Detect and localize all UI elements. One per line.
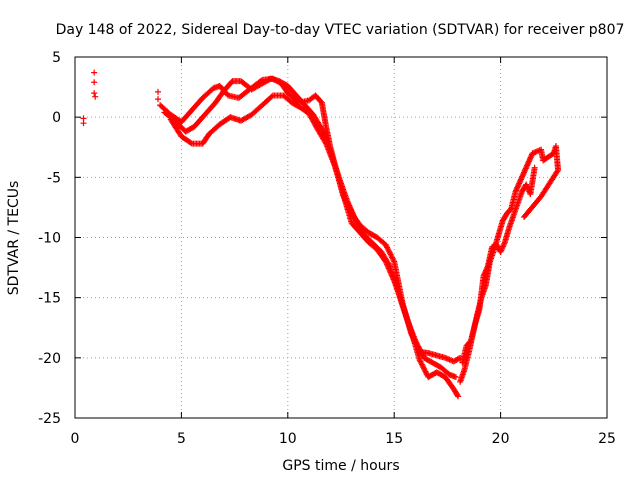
data-point <box>389 275 396 282</box>
grid-lines <box>75 57 607 418</box>
x-tick-label: 15 <box>385 431 403 447</box>
data-point <box>154 88 161 95</box>
y-axis-label: SDTVAR / TECUs <box>6 181 22 296</box>
data-point <box>531 164 538 171</box>
data-point <box>513 186 520 193</box>
data-point <box>455 393 462 400</box>
data-point <box>452 374 459 381</box>
data-point <box>527 154 534 161</box>
data-point <box>512 188 519 195</box>
data-point <box>515 181 522 188</box>
y-tick-label: -20 <box>38 351 61 367</box>
data-point <box>480 273 487 280</box>
data-point <box>500 243 507 250</box>
axis-ticks <box>74 56 608 419</box>
data-point <box>390 276 397 283</box>
data-point <box>385 264 392 271</box>
data-point <box>517 176 524 183</box>
x-tick-label: 0 <box>71 431 80 447</box>
data-point <box>483 266 490 273</box>
data-point <box>352 216 359 223</box>
data-point <box>382 258 389 265</box>
data-point <box>516 179 523 186</box>
data-point <box>519 173 526 180</box>
data-point <box>521 214 528 221</box>
data-points <box>80 69 562 400</box>
y-tick-label: -5 <box>47 170 61 186</box>
data-point <box>521 168 528 175</box>
data-point <box>525 159 532 166</box>
data-point <box>386 266 393 273</box>
data-point <box>518 175 525 182</box>
data-point <box>388 270 395 277</box>
y-tick-label: -15 <box>38 291 61 307</box>
data-point <box>482 268 489 275</box>
data-point <box>268 93 275 100</box>
data-point <box>385 265 392 272</box>
data-point <box>154 96 161 103</box>
data-point <box>521 169 528 176</box>
data-point <box>525 158 532 165</box>
data-point <box>91 90 98 97</box>
chart-title: Day 148 of 2022, Sidereal Day-to-day VTE… <box>56 22 625 38</box>
data-point <box>389 273 396 280</box>
data-point <box>524 161 531 168</box>
data-point <box>498 247 505 254</box>
data-point <box>80 120 87 127</box>
data-point <box>522 212 529 219</box>
data-point <box>499 244 506 251</box>
data-point <box>501 240 508 247</box>
x-tick-label: 20 <box>492 431 510 447</box>
data-point <box>91 69 98 76</box>
data-point <box>514 184 521 191</box>
data-point <box>516 180 523 187</box>
x-axis-label: GPS time / hours <box>282 458 399 474</box>
data-point <box>387 269 394 276</box>
data-point <box>484 264 491 271</box>
data-point <box>520 170 527 177</box>
data-point <box>91 79 98 86</box>
data-point <box>513 187 520 194</box>
data-point <box>386 268 393 275</box>
data-point <box>454 392 461 399</box>
y-tick-label: -25 <box>38 411 61 427</box>
data-point <box>524 184 531 191</box>
data-point <box>514 183 521 190</box>
y-tick-label: 0 <box>52 110 61 126</box>
data-point <box>527 155 534 162</box>
data-point <box>92 93 99 100</box>
data-point <box>517 177 524 184</box>
data-point <box>384 262 391 269</box>
y-tick-label: -10 <box>38 231 61 247</box>
data-point <box>526 157 533 164</box>
y-tick-labels: 5 0 -5 -10 -15 -20 -25 <box>38 50 61 427</box>
data-point <box>523 164 530 171</box>
data-point <box>481 271 488 278</box>
y-tick-label: 5 <box>52 50 61 66</box>
data-point <box>388 272 395 279</box>
data-point <box>483 267 490 274</box>
x-tick-labels: 0 5 10 15 20 25 <box>71 431 616 447</box>
data-point <box>481 270 488 277</box>
data-point <box>187 139 194 146</box>
data-point <box>322 139 329 146</box>
data-point <box>522 165 529 172</box>
data-point <box>519 172 526 179</box>
data-point <box>497 248 504 255</box>
data-point <box>383 261 390 268</box>
data-point <box>528 153 535 160</box>
x-tick-label: 5 <box>177 431 186 447</box>
data-point <box>500 242 507 249</box>
x-tick-label: 10 <box>279 431 297 447</box>
data-point <box>522 166 529 173</box>
data-point <box>523 181 530 188</box>
x-tick-label: 25 <box>598 431 616 447</box>
data-point <box>498 246 505 253</box>
data-point <box>524 162 531 169</box>
data-point <box>383 259 390 266</box>
